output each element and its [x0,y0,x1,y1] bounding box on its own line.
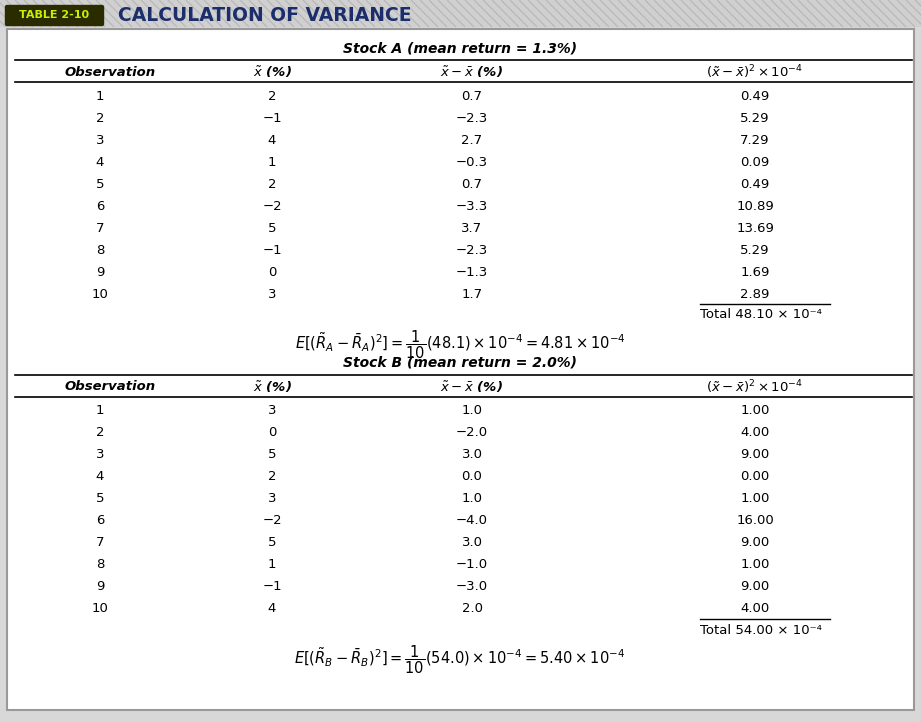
Text: −2.3: −2.3 [456,243,488,256]
Text: 13.69: 13.69 [736,222,774,235]
Text: 1.7: 1.7 [461,287,483,300]
Text: 16.00: 16.00 [736,515,774,528]
Text: −2: −2 [262,515,282,528]
Text: 2: 2 [96,427,104,440]
Text: 0: 0 [268,427,276,440]
Text: −1.3: −1.3 [456,266,488,279]
Bar [0,0,921,27]
Text: 5: 5 [268,222,276,235]
Text: $(\tilde{x} - \bar{x})^2 \times 10^{-4}$: $(\tilde{x} - \bar{x})^2 \times 10^{-4}$ [706,64,803,81]
Text: −0.3: −0.3 [456,155,488,168]
Text: $\tilde{x}$ (%): $\tilde{x}$ (%) [252,64,291,79]
Text: −4.0: −4.0 [456,515,488,528]
Text: 5: 5 [96,492,104,505]
Text: 4: 4 [96,471,104,484]
Text: Observation: Observation [65,380,157,393]
Text: −3.3: −3.3 [456,199,488,212]
Text: Total 54.00 × 10⁻⁴: Total 54.00 × 10⁻⁴ [700,624,822,637]
Text: 4.00: 4.00 [740,427,770,440]
Text: 5.29: 5.29 [740,243,770,256]
Text: 9: 9 [96,266,104,279]
Text: $\tilde{x}$ (%): $\tilde{x}$ (%) [252,379,291,395]
Text: 9: 9 [96,580,104,593]
Text: Stock A (mean return = 1.3%): Stock A (mean return = 1.3%) [343,41,577,55]
Text: $\tilde{x} - \bar{x}$ (%): $\tilde{x} - \bar{x}$ (%) [440,64,504,79]
Text: 8: 8 [96,559,104,572]
Text: Total 48.10 × 10⁻⁴: Total 48.10 × 10⁻⁴ [700,308,822,321]
Text: 2: 2 [268,471,276,484]
Text: 1.69: 1.69 [740,266,770,279]
Text: −3.0: −3.0 [456,580,488,593]
Text: CALCULATION OF VARIANCE: CALCULATION OF VARIANCE [118,6,412,25]
Text: 10: 10 [91,287,109,300]
Text: 3.0: 3.0 [461,448,483,461]
Text: 1: 1 [96,404,104,417]
Text: 9.00: 9.00 [740,580,770,593]
Text: 1: 1 [268,559,276,572]
Text: 3: 3 [268,404,276,417]
Text: 1.00: 1.00 [740,404,770,417]
Text: 2: 2 [268,178,276,191]
Text: 3: 3 [96,134,104,147]
Text: 0.7: 0.7 [461,90,483,103]
Text: 0.49: 0.49 [740,90,770,103]
Text: 6: 6 [96,199,104,212]
Text: 2: 2 [268,90,276,103]
Text: 2.0: 2.0 [461,602,483,615]
Text: $\tilde{x} - \bar{x}$ (%): $\tilde{x} - \bar{x}$ (%) [440,379,504,395]
Text: 9.00: 9.00 [740,448,770,461]
Text: 7: 7 [96,222,104,235]
Text: 0: 0 [268,266,276,279]
Text: 5.29: 5.29 [740,111,770,124]
Text: 1: 1 [96,90,104,103]
Text: $E[(\tilde{R}_A - \bar{R}_A)^2] = \dfrac{1}{10}(48.1)\times10^{-4} = 4.81\times1: $E[(\tilde{R}_A - \bar{R}_A)^2] = \dfrac… [295,329,625,361]
Text: 7.29: 7.29 [740,134,770,147]
Text: 9.00: 9.00 [740,536,770,549]
Text: 3: 3 [268,492,276,505]
Text: 3: 3 [268,287,276,300]
Text: 5: 5 [96,178,104,191]
Text: TABLE 2-10: TABLE 2-10 [19,11,89,20]
Text: 8: 8 [96,243,104,256]
Text: 2.7: 2.7 [461,134,483,147]
Text: 0.49: 0.49 [740,178,770,191]
Text: −2.3: −2.3 [456,111,488,124]
Text: −2.0: −2.0 [456,427,488,440]
Text: 10.89: 10.89 [736,199,774,212]
Text: −2: −2 [262,199,282,212]
Text: Observation: Observation [65,66,157,79]
Text: 1.00: 1.00 [740,559,770,572]
Text: 5: 5 [268,448,276,461]
Text: 3.0: 3.0 [461,536,483,549]
Text: 0.00: 0.00 [740,471,770,484]
Text: 10: 10 [91,602,109,615]
Text: Stock B (mean return = 2.0%): Stock B (mean return = 2.0%) [343,356,577,370]
Text: 4: 4 [268,602,276,615]
Text: 0.7: 0.7 [461,178,483,191]
Text: −1: −1 [262,243,282,256]
Text: 1.0: 1.0 [461,492,483,505]
Text: 5: 5 [268,536,276,549]
Text: 1.00: 1.00 [740,492,770,505]
Text: 2: 2 [96,111,104,124]
Text: 7: 7 [96,536,104,549]
FancyBboxPatch shape [6,6,103,25]
Text: 2.89: 2.89 [740,287,770,300]
Text: $E[(\tilde{R}_B - \bar{R}_B)^2] = \dfrac{1}{10}(54.0)\times10^{-4} = 5.40\times1: $E[(\tilde{R}_B - \bar{R}_B)^2] = \dfrac… [295,644,625,677]
Text: 4.00: 4.00 [740,602,770,615]
Text: 6: 6 [96,515,104,528]
Text: 1.0: 1.0 [461,404,483,417]
Text: 0.09: 0.09 [740,155,770,168]
Text: 3.7: 3.7 [461,222,483,235]
Text: −1: −1 [262,111,282,124]
Text: −1.0: −1.0 [456,559,488,572]
Text: −1: −1 [262,580,282,593]
Text: 4: 4 [96,155,104,168]
Text: 0.0: 0.0 [461,471,483,484]
Text: 3: 3 [96,448,104,461]
Text: 1: 1 [268,155,276,168]
Text: 4: 4 [268,134,276,147]
Text: $(\tilde{x} - \bar{x})^2 \times 10^{-4}$: $(\tilde{x} - \bar{x})^2 \times 10^{-4}$ [706,378,803,396]
